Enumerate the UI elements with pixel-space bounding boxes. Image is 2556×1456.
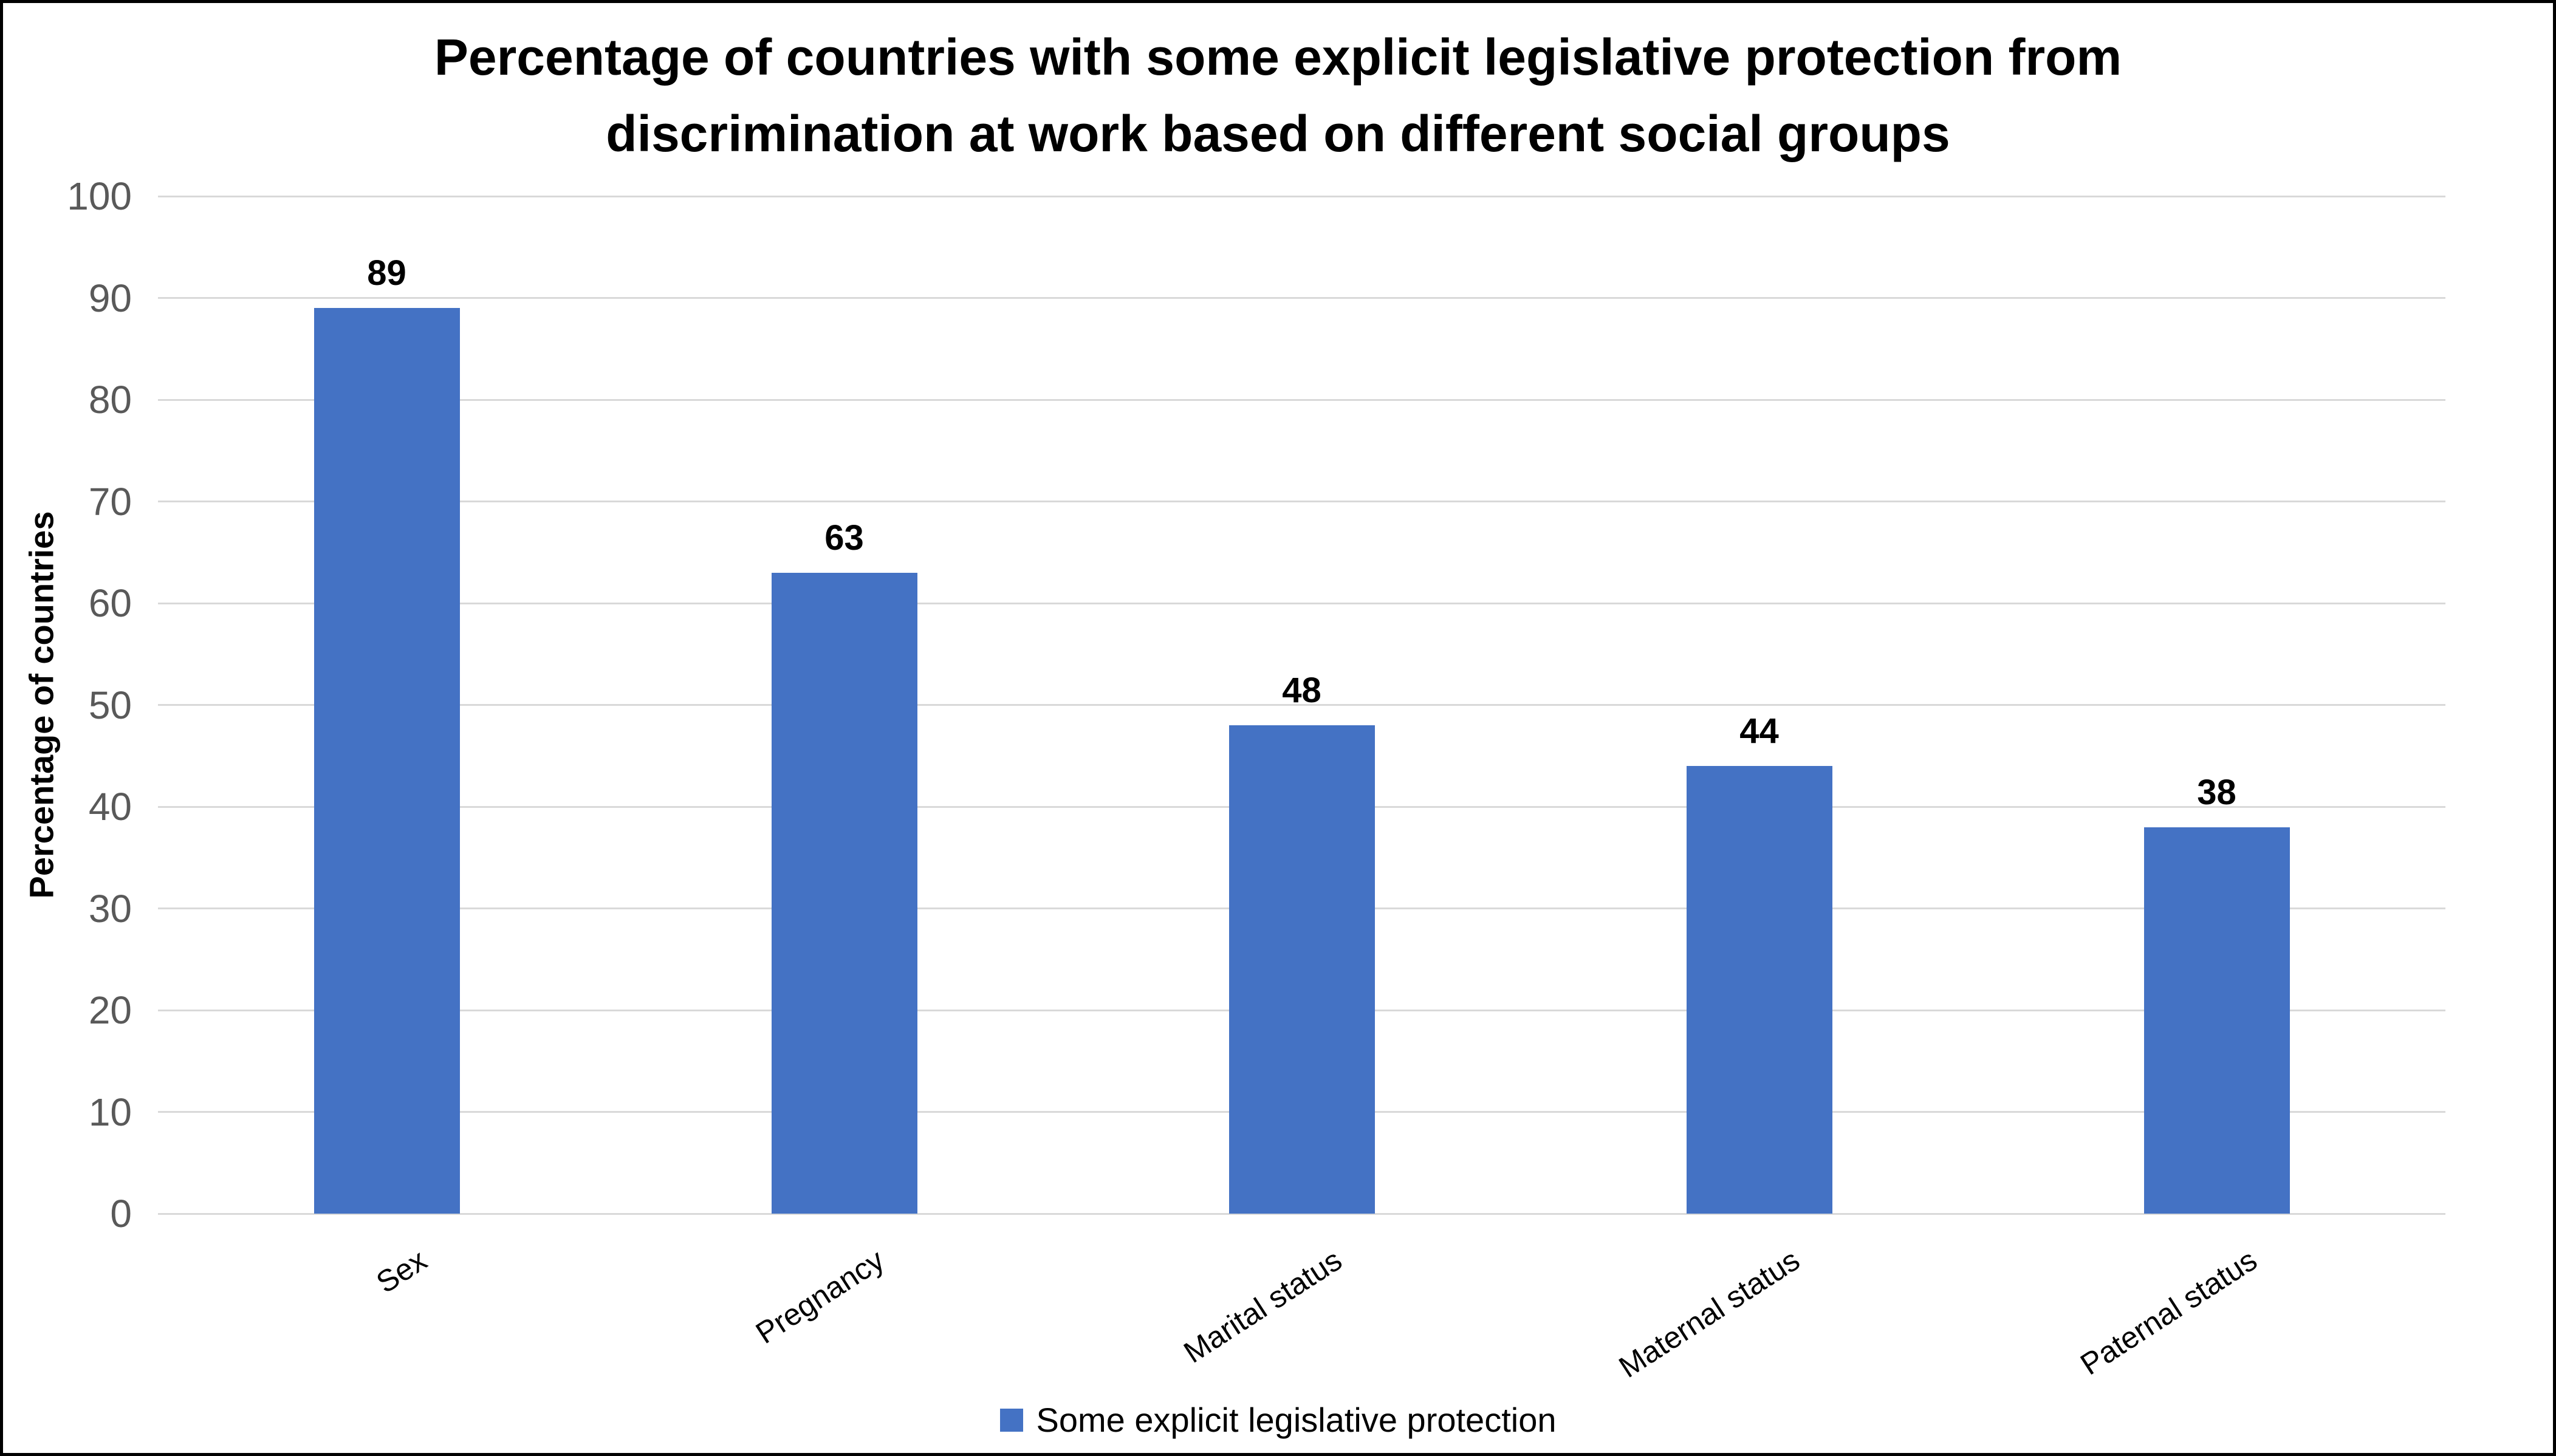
- y-tick-label-10: 10: [88, 1090, 132, 1134]
- bar-value-label-pregnancy: 63: [824, 518, 864, 558]
- legend-swatch-icon: [999, 1408, 1023, 1432]
- y-gridline-0: [158, 1212, 2445, 1215]
- bar-pregnancy: [771, 572, 917, 1214]
- legend-label: Some explicit legislative protection: [1036, 1401, 1557, 1439]
- y-tick-label-70: 70: [88, 479, 132, 524]
- bar-slot-maternal-status: 44: [1530, 196, 1988, 1214]
- bar-value-label-sex: 89: [367, 253, 406, 293]
- x-axis-category-labels: Sex Pregnancy Marital status Maternal statu…: [158, 1224, 2445, 1400]
- y-axis-tick-labels: 0 10 20 30 40 50 60 70 80 90 100: [3, 177, 132, 1233]
- x-category-label-sex: Sex: [370, 1242, 433, 1300]
- x-label-slot-maternal-status: Maternal status: [1530, 1224, 1988, 1400]
- y-gridline-80: [158, 398, 2445, 401]
- x-category-label-maternal-status: Maternal status: [1612, 1242, 1806, 1384]
- bar-slot-marital-status: 48: [1073, 196, 1530, 1214]
- x-label-slot-sex: Sex: [158, 1224, 615, 1400]
- x-category-label-marital-status: Marital status: [1177, 1242, 1348, 1370]
- y-tick-label-90: 90: [88, 276, 132, 320]
- bar-sex: [314, 308, 460, 1214]
- chart-title: Percentage of countries with some explic…: [434, 29, 2122, 162]
- y-tick-label-30: 30: [88, 886, 132, 931]
- y-gridline-90: [158, 297, 2445, 299]
- y-gridline-70: [158, 501, 2445, 502]
- plot-area: 89 63 48 44 38: [158, 195, 2445, 1215]
- x-label-slot-pregnancy: Pregnancy: [615, 1224, 1073, 1400]
- bar-series: 89 63 48 44 38: [158, 196, 2445, 1214]
- y-tick-label-60: 60: [88, 581, 132, 625]
- y-tick-label-40: 40: [88, 785, 132, 829]
- y-gridline-100: [158, 195, 2445, 197]
- bar-marital-status: [1228, 725, 1375, 1214]
- y-gridline-50: [158, 704, 2445, 706]
- bar-slot-pregnancy: 63: [615, 196, 1073, 1214]
- bar-value-label-paternal-status: 38: [2197, 772, 2236, 812]
- y-tick-label-50: 50: [88, 683, 132, 727]
- y-tick-label-0: 0: [110, 1192, 132, 1236]
- y-tick-label-80: 80: [88, 378, 132, 422]
- legend: Some explicit legislative protection: [999, 1400, 1557, 1440]
- bar-paternal-status: [2143, 827, 2290, 1214]
- x-category-label-paternal-status: Paternal status: [2074, 1242, 2263, 1382]
- bar-maternal-status: [1686, 766, 1832, 1214]
- y-gridline-60: [158, 602, 2445, 604]
- x-label-slot-paternal-status: Paternal status: [1988, 1224, 2445, 1400]
- x-label-slot-marital-status: Marital status: [1073, 1224, 1530, 1400]
- y-tick-label-20: 20: [88, 988, 132, 1032]
- bar-value-label-marital-status: 48: [1282, 671, 1321, 710]
- bar-slot-sex: 89: [158, 196, 615, 1214]
- x-category-label-pregnancy: Pregnancy: [750, 1242, 891, 1350]
- bar-slot-paternal-status: 38: [1988, 196, 2445, 1214]
- bar-value-label-maternal-status: 44: [1739, 711, 1779, 751]
- y-tick-label-100: 100: [67, 174, 132, 218]
